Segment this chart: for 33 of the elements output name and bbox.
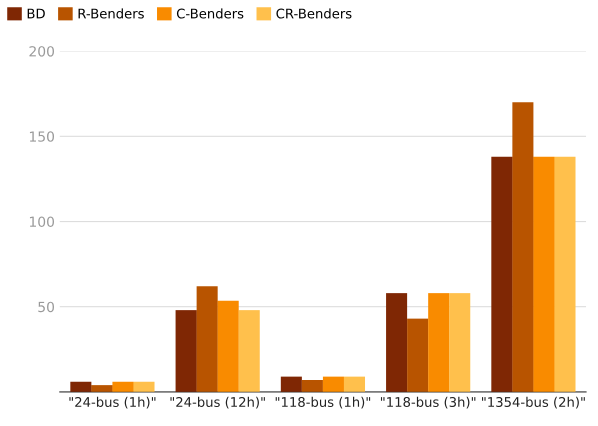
bar <box>238 310 260 392</box>
x-tick-label: "24-bus (12h)" <box>170 396 265 409</box>
legend-label: CR-Benders <box>276 8 352 19</box>
bar <box>428 293 450 392</box>
bar <box>218 300 239 392</box>
bar <box>449 293 470 392</box>
bar <box>491 156 512 392</box>
bar <box>133 382 155 392</box>
y-tick-label: 50 <box>38 302 54 312</box>
bar <box>91 385 112 392</box>
bar <box>302 380 323 392</box>
legend-label: C-Benders <box>176 8 244 19</box>
y-tick-label: 150 <box>30 131 54 142</box>
legend-label: R-Benders <box>78 8 144 19</box>
bar <box>386 293 408 392</box>
bar <box>407 318 428 392</box>
bar <box>176 310 197 392</box>
y-tick-label: 200 <box>29 46 54 57</box>
legend-label: BD <box>28 8 45 18</box>
bar <box>280 376 302 392</box>
bar <box>512 102 534 392</box>
y-tick-label: 100 <box>30 216 54 227</box>
x-tick-label: "1354-bus (2h)" <box>482 396 585 409</box>
bar <box>70 382 92 392</box>
x-tick-label: "118-bus (1h)" <box>276 396 370 409</box>
bar <box>196 286 218 392</box>
x-tick-label: "118-bus (3h)" <box>380 396 476 409</box>
bar <box>533 156 554 392</box>
bar <box>112 382 134 392</box>
x-tick-label: "24-bus (1h)" <box>69 396 156 409</box>
bar <box>322 376 344 392</box>
bar <box>344 376 366 392</box>
bar <box>554 156 576 392</box>
